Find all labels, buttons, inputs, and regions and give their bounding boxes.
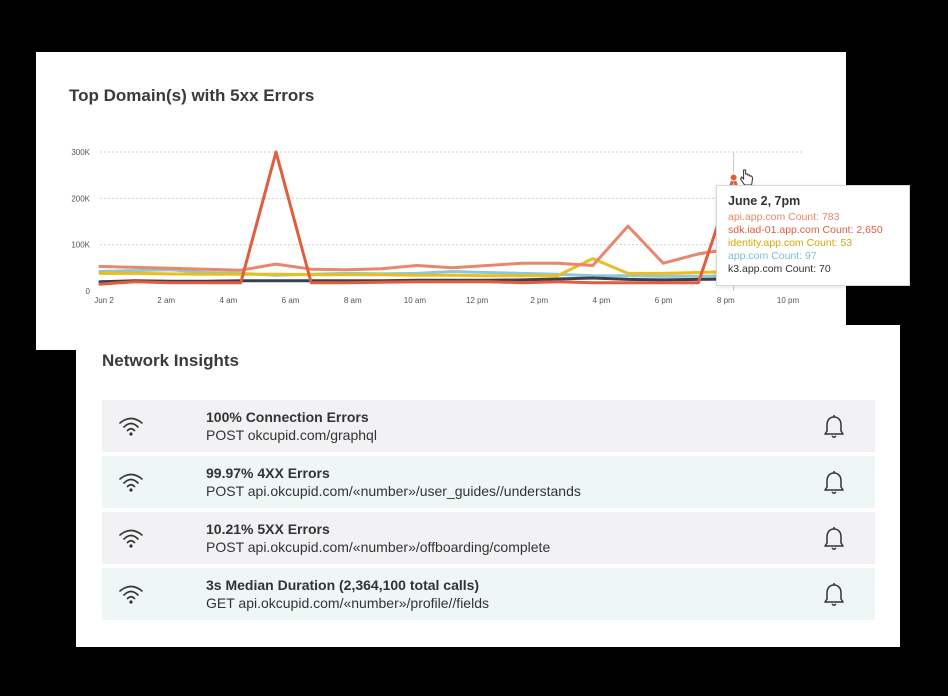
x-tick-label: 8 pm <box>717 296 735 305</box>
x-tick-label: 2 pm <box>530 296 548 305</box>
x-tick-label: 8 am <box>344 296 362 305</box>
insight-title: 10.21% 5XX Errors <box>206 521 330 537</box>
network-insights-title: Network Insights <box>102 351 239 370</box>
x-tick-label: 6 pm <box>655 296 673 305</box>
hand-cursor-icon <box>740 169 754 186</box>
wifi-icon <box>119 529 143 548</box>
bell-icon[interactable] <box>822 414 846 440</box>
series-line <box>98 257 806 278</box>
chart-card: 0 100K 200K 300K Jun 2 2 am 4 am 6 am 8 am 10 am 1… <box>36 52 846 350</box>
x-tick-label: 6 am <box>282 296 300 305</box>
series-line <box>98 224 806 272</box>
x-tick-label: 2 am <box>157 296 175 305</box>
x-tick-label: 12 pm <box>466 296 489 305</box>
wifi-icon <box>119 473 143 492</box>
wifi-icon <box>119 417 143 436</box>
wifi-icon <box>119 585 143 604</box>
x-tick-label: Jun 2 <box>94 296 114 305</box>
y-tick-label: 100K <box>71 241 90 250</box>
tooltip-row: identity.app.com Count: 53 <box>728 237 853 249</box>
insight-title: 99.97% 4XX Errors <box>206 465 330 481</box>
y-tick-label: 0 <box>86 287 91 296</box>
y-tick-label: 300K <box>71 148 90 157</box>
x-tick-label: 4 pm <box>593 296 611 305</box>
insight-detail: GET api.okcupid.com/«number»/profile//fi… <box>206 595 489 611</box>
series-line <box>98 268 806 278</box>
tooltip-row: k3.app.com Count: 70 <box>728 263 831 275</box>
series-line <box>98 150 806 286</box>
tooltip-title: June 2, 7pm <box>728 194 801 208</box>
insight-row[interactable]: 3s Median Duration (2,364,100 total call… <box>102 568 875 620</box>
x-tick-label: 10 pm <box>777 296 800 305</box>
y-tick-label: 200K <box>71 194 90 203</box>
x-tick-label: 4 am <box>219 296 237 305</box>
bell-icon[interactable] <box>822 582 846 608</box>
insights-list: 100% Connection Errors POST okcupid.com/… <box>102 400 875 624</box>
network-insights-card: Network Insights 100% Connection Errors … <box>76 325 900 647</box>
chart-tooltip: June 2, 7pm api.app.com Count: 783 sdk.ia… <box>716 185 910 286</box>
insight-detail: POST api.okcupid.com/«number»/user_guide… <box>206 483 581 499</box>
insight-detail: POST api.okcupid.com/«number»/offboardin… <box>206 539 551 555</box>
insight-row[interactable]: 99.97% 4XX Errors POST api.okcupid.com/«… <box>102 456 875 508</box>
bell-icon[interactable] <box>822 470 846 496</box>
hover-point <box>729 173 738 182</box>
x-tick-label: 10 am <box>404 296 427 305</box>
tooltip-row: api.app.com Count: 783 <box>728 211 840 223</box>
bell-icon[interactable] <box>822 526 846 552</box>
insight-title: 100% Connection Errors <box>206 409 369 425</box>
insight-row[interactable]: 100% Connection Errors POST okcupid.com/… <box>102 400 875 452</box>
insight-detail: POST okcupid.com/graphql <box>206 427 377 443</box>
insight-row[interactable]: 10.21% 5XX Errors POST api.okcupid.com/«… <box>102 512 875 564</box>
insight-title: 3s Median Duration (2,364,100 total call… <box>206 577 480 593</box>
tooltip-row: sdk.iad-01.app.com Count: 2,650 <box>728 224 883 236</box>
tooltip-row: app.com Count: 97 <box>728 250 817 262</box>
chart-title: Top Domain(s) with 5xx Errors <box>69 86 315 105</box>
